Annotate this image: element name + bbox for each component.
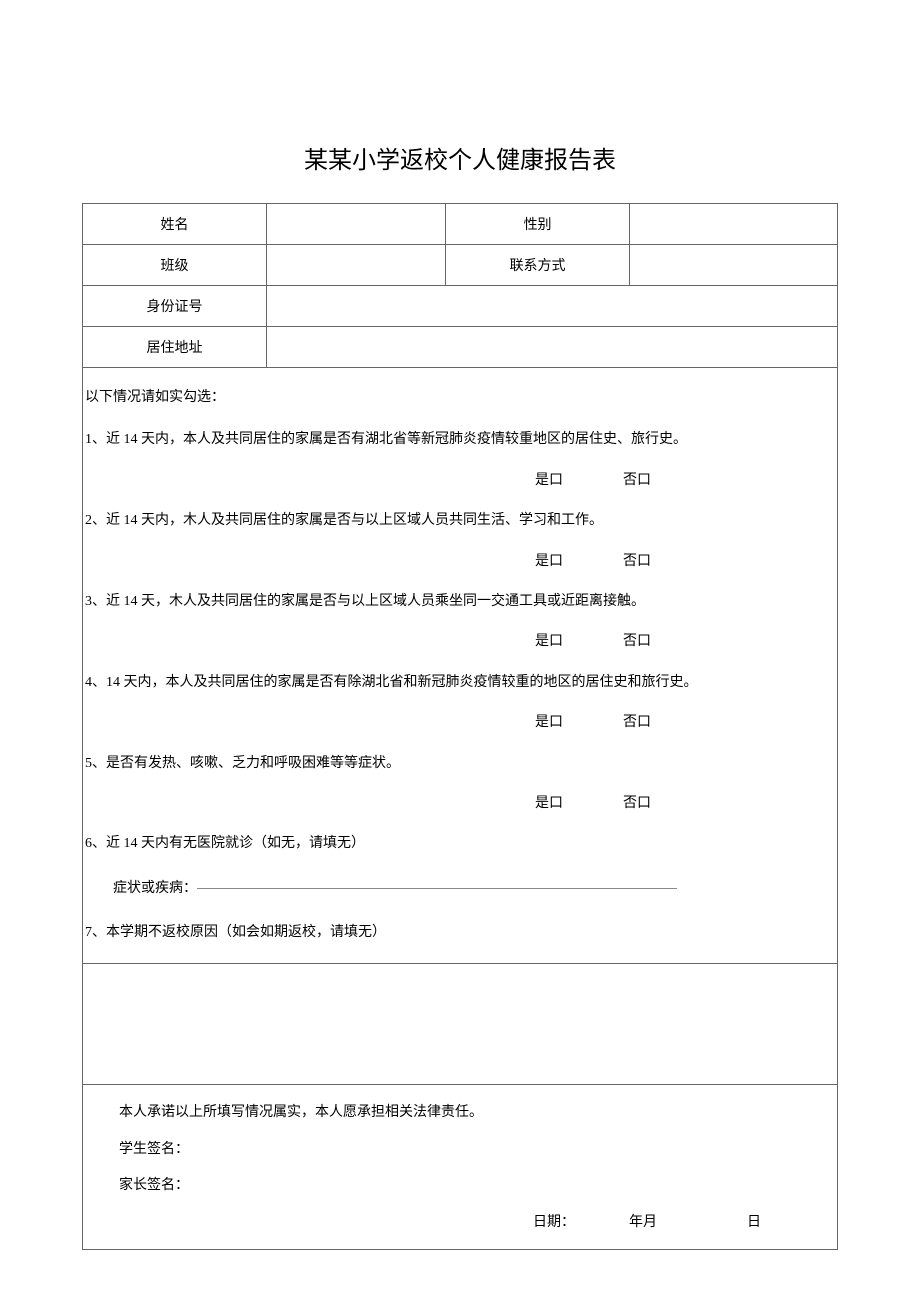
choice-2[interactable]: 是口 否口 — [85, 544, 835, 580]
input-name[interactable] — [267, 204, 446, 245]
question-7: 7、本学期不返校原因（如会如期返校，请填无） — [85, 911, 835, 955]
symptom-input[interactable] — [197, 888, 677, 889]
input-id[interactable] — [267, 286, 838, 327]
year-month-label: 年月 — [629, 1215, 657, 1230]
row-name-gender: 姓名 性别 — [83, 204, 838, 245]
q4-yes[interactable]: 是口 — [535, 715, 563, 730]
row-id: 身份证号 — [83, 286, 838, 327]
question-1: 1、近 14 天内，本人及共同居住的家属是否有湖北省等新冠肺炎疫情较重地区的居住… — [85, 418, 835, 462]
question-3: 3、近 14 天，木人及共同居住的家属是否与以上区域人员乘坐同一交通工具或近距离… — [85, 580, 835, 624]
q4-no[interactable]: 否口 — [623, 715, 651, 730]
q1-no[interactable]: 否口 — [623, 473, 651, 488]
label-gender: 性别 — [446, 204, 630, 245]
label-class: 班级 — [83, 245, 267, 286]
parent-signature-label: 家长签名： — [85, 1168, 835, 1204]
question-2: 2、近 14 天内，木人及共同居住的家属是否与以上区域人员共同生活、学习和工作。 — [85, 499, 835, 543]
label-name: 姓名 — [83, 204, 267, 245]
question-4: 4、14 天内，本人及共同居住的家属是否有除湖北省和新冠肺炎疫情较重的地区的居住… — [85, 661, 835, 705]
q2-yes[interactable]: 是口 — [535, 554, 563, 569]
question-6: 6、近 14 天内有无医院就诊（如无，请填无） — [85, 822, 835, 866]
choice-3[interactable]: 是口 否口 — [85, 624, 835, 660]
promise-text: 本人承诺以上所填写情况属实，本人愿承担相关法律责任。 — [85, 1095, 835, 1131]
choice-5[interactable]: 是口 否口 — [85, 786, 835, 822]
input-gender[interactable] — [630, 204, 838, 245]
row-signature: 本人承诺以上所填写情况属实，本人愿承担相关法律责任。 学生签名： 家长签名： 日… — [83, 1085, 838, 1250]
label-id: 身份证号 — [83, 286, 267, 327]
day-label: 日 — [747, 1215, 761, 1230]
row-reason-space — [83, 964, 838, 1085]
symptom-label: 症状或疾病： — [113, 881, 197, 896]
date-line: 日期： 年月 日 — [85, 1205, 835, 1241]
label-address: 居住地址 — [83, 327, 267, 368]
row-address: 居住地址 — [83, 327, 838, 368]
q5-no[interactable]: 否口 — [623, 796, 651, 811]
form-table: 姓名 性别 班级 联系方式 身份证号 居住地址 以下情况请如实勾选： 1、近 1… — [82, 203, 838, 1250]
q3-no[interactable]: 否口 — [623, 634, 651, 649]
input-class[interactable] — [267, 245, 446, 286]
input-address[interactable] — [267, 327, 838, 368]
label-contact: 联系方式 — [446, 245, 630, 286]
row-class-contact: 班级 联系方式 — [83, 245, 838, 286]
row-questions: 以下情况请如实勾选： 1、近 14 天内，本人及共同居住的家属是否有湖北省等新冠… — [83, 368, 838, 964]
question-5: 5、是否有发热、咳嗽、乏力和呼吸困难等等症状。 — [85, 742, 835, 786]
input-contact[interactable] — [630, 245, 838, 286]
form-title: 某某小学返校个人健康报告表 — [82, 140, 838, 175]
date-label: 日期： — [533, 1215, 575, 1230]
signature-cell: 本人承诺以上所填写情况属实，本人愿承担相关法律责任。 学生签名： 家长签名： 日… — [83, 1085, 838, 1250]
q3-yes[interactable]: 是口 — [535, 634, 563, 649]
page-container: 某某小学返校个人健康报告表 姓名 性别 班级 联系方式 身份证号 居住地址 以下… — [0, 0, 920, 1250]
reason-input[interactable] — [83, 964, 838, 1085]
q1-yes[interactable]: 是口 — [535, 473, 563, 488]
intro-text: 以下情况请如实勾选： — [85, 376, 835, 418]
student-signature-label: 学生签名： — [85, 1132, 835, 1168]
question-6-sub: 症状或疾病： — [85, 867, 835, 911]
choice-4[interactable]: 是口 否口 — [85, 705, 835, 741]
q2-no[interactable]: 否口 — [623, 554, 651, 569]
choice-1[interactable]: 是口 否口 — [85, 463, 835, 499]
questions-cell: 以下情况请如实勾选： 1、近 14 天内，本人及共同居住的家属是否有湖北省等新冠… — [83, 368, 838, 964]
q5-yes[interactable]: 是口 — [535, 796, 563, 811]
